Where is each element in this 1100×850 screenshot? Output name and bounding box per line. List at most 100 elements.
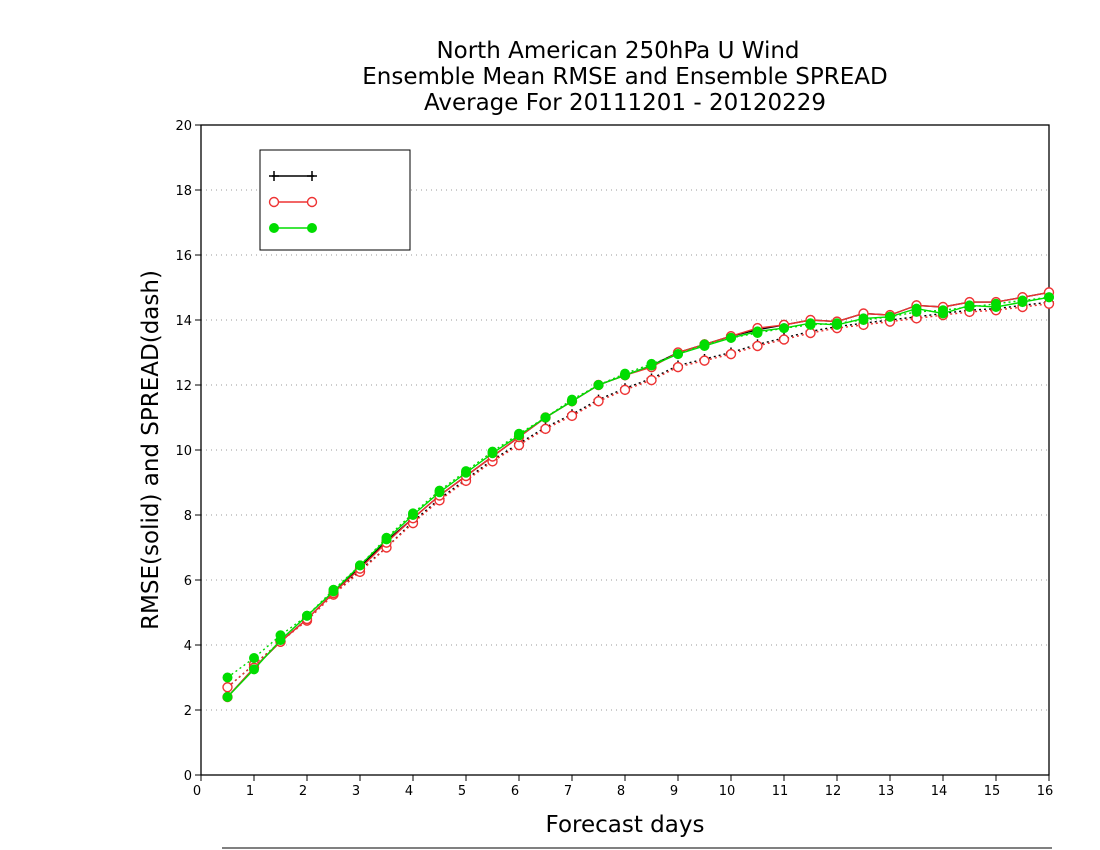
rmse-point <box>461 467 471 478</box>
rmse-point <box>858 313 869 324</box>
rmse-line <box>226 296 1050 698</box>
y-tick-label: 16 <box>175 249 192 264</box>
y-tick-label: 10 <box>175 444 192 459</box>
rmse-point <box>567 396 577 407</box>
spread-point <box>619 384 631 396</box>
legend-marker <box>306 196 318 208</box>
rmse-point <box>726 332 736 343</box>
rmse-point <box>885 311 895 322</box>
x-tick-label: 4 <box>405 784 413 799</box>
rmse-line <box>226 291 1050 698</box>
spread-point <box>699 355 710 366</box>
x-tick-label: 15 <box>984 784 1001 799</box>
chart-title: North American 250hPa U Wind Ensemble Me… <box>362 38 887 116</box>
x-tick-label: 11 <box>772 784 789 799</box>
x-tick-label: 6 <box>511 784 519 799</box>
rmse-point <box>620 370 630 381</box>
rmse-point <box>381 534 392 545</box>
x-tick-label: 1 <box>246 784 254 799</box>
title-line-1: North American 250hPa U Wind <box>436 38 799 64</box>
legend-marker <box>307 223 317 233</box>
rmse-line <box>226 291 1050 698</box>
series-2 <box>222 287 1055 703</box>
spread-line <box>227 301 1050 688</box>
rmse-point <box>1017 297 1028 308</box>
rmse-point <box>646 360 657 371</box>
y-tick-label: 2 <box>184 704 192 719</box>
x-tick-label: 14 <box>931 784 948 799</box>
rmse-point <box>222 692 233 702</box>
spread-point <box>222 682 233 693</box>
spread-point <box>540 423 551 435</box>
legend-marker <box>307 171 317 181</box>
legend-box <box>259 149 411 251</box>
y-tick-label: 0 <box>184 769 192 784</box>
x-tick-label: 12 <box>825 784 842 799</box>
spread-point <box>778 334 790 345</box>
rmse-point <box>487 448 498 459</box>
x-axis-ticks: 0 1 2 3 4 5 6 7 8 9 10 11 12 13 14 15 16 <box>193 775 1053 799</box>
y-tick-label: 6 <box>184 574 192 589</box>
rmse-point <box>514 430 524 441</box>
y-tick-label: 12 <box>175 379 192 394</box>
rmse-point <box>779 323 789 334</box>
rmse-point <box>938 308 948 319</box>
series-1 <box>222 287 1054 702</box>
gridlines <box>201 189 1049 711</box>
rmse-point <box>1044 292 1054 303</box>
legend <box>259 149 411 251</box>
rmse-point <box>673 349 683 360</box>
spread-point <box>752 340 763 352</box>
y-axis-label: RMSE(solid) and SPREAD(dash) <box>138 270 164 630</box>
rmse-point <box>593 380 604 390</box>
spread-point <box>222 672 233 683</box>
legend-marker <box>269 171 279 181</box>
x-tick-label: 0 <box>193 784 201 799</box>
rmse-point <box>964 300 975 311</box>
rmse-point <box>302 610 312 621</box>
spread-line <box>227 303 1050 688</box>
y-tick-label: 20 <box>175 119 192 134</box>
rmse-point <box>805 318 816 329</box>
x-tick-label: 10 <box>719 784 736 799</box>
y-tick-label: 8 <box>184 509 192 524</box>
title-line-2: Ensemble Mean RMSE and Ensemble SPREAD <box>362 64 887 90</box>
rmse-point <box>408 510 418 520</box>
x-tick-label: 13 <box>878 784 895 799</box>
spread-point <box>672 361 684 373</box>
rmse-point <box>249 664 259 675</box>
x-tick-label: 3 <box>352 784 360 799</box>
legend-entry <box>269 223 317 233</box>
x-tick-label: 9 <box>670 784 678 799</box>
rmse-point <box>540 412 551 423</box>
spread-point <box>566 410 578 422</box>
rmse-point <box>434 487 445 498</box>
x-tick-label: 7 <box>564 784 572 799</box>
legend-entry <box>269 171 317 181</box>
x-tick-label: 5 <box>458 784 466 799</box>
y-tick-label: 4 <box>184 639 192 654</box>
legend-entry <box>268 196 318 208</box>
spread-line <box>227 296 1050 679</box>
y-tick-label: 14 <box>175 314 192 329</box>
title-line-3: Average For 20111201 - 20120229 <box>424 90 826 116</box>
series-3 <box>222 292 1054 702</box>
x-axis-label: Forecast days <box>546 812 705 838</box>
rmse-point <box>991 302 1001 312</box>
legend-marker <box>268 196 280 208</box>
y-tick-label: 18 <box>175 184 192 199</box>
rmse-point <box>832 319 842 330</box>
rmse-point <box>328 586 339 597</box>
x-tick-label: 8 <box>617 784 625 799</box>
spread-point <box>646 374 657 386</box>
series-layer <box>222 287 1055 703</box>
legend-marker <box>269 223 279 233</box>
spread-point <box>725 348 737 360</box>
x-tick-label: 2 <box>299 784 307 799</box>
rmse-point <box>752 326 763 337</box>
rmse-point <box>355 560 365 571</box>
spread-point <box>593 396 604 407</box>
y-axis-ticks: 0 2 4 6 8 10 12 14 16 18 20 <box>175 119 201 784</box>
spread-point <box>249 653 259 663</box>
